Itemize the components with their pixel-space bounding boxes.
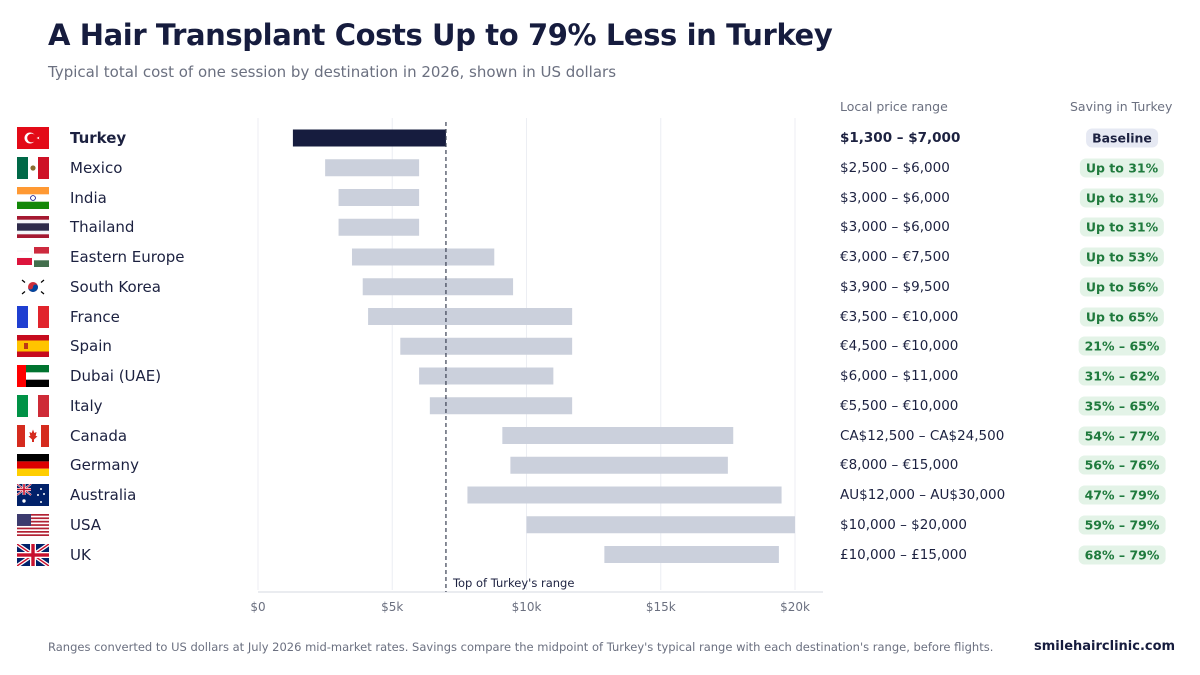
country-label-italy: Italy	[70, 396, 103, 415]
range-bar	[429, 397, 573, 415]
saving-badge-usa: 59% – 79%	[1078, 515, 1166, 535]
country-label-turkey: Turkey	[70, 129, 127, 147]
saving-badge-mexico: Up to 31%	[1079, 158, 1165, 178]
local-range-usa: $10,000 – $20,000	[840, 516, 967, 533]
country-label-spain: Spain	[70, 337, 112, 356]
x-tick-label: $10k	[512, 600, 542, 614]
flag-usa-icon	[17, 513, 49, 536]
saving-badge-south-korea: Up to 56%	[1079, 277, 1165, 297]
local-range-india: $3,000 – $6,000	[840, 189, 950, 206]
range-bar	[338, 218, 420, 236]
saving-header: Saving in Turkey	[1070, 99, 1173, 114]
flag-india-icon	[17, 186, 49, 209]
country-label-usa: USA	[70, 515, 102, 534]
flag-south-korea-icon	[17, 275, 49, 298]
saving-badge-spain: 21% – 65%	[1078, 336, 1166, 356]
range-bar	[419, 367, 554, 385]
flag-eastern-europe-icon	[17, 246, 49, 268]
saving-badge-turkey: Baseline	[1086, 128, 1158, 148]
saving-badge-uk: 68% – 79%	[1078, 545, 1166, 564]
country-label-australia: Australia	[70, 486, 137, 504]
range-bar	[510, 456, 728, 474]
saving-badge-thailand: Up to 31%	[1079, 217, 1165, 237]
range-bar	[338, 189, 420, 206]
saving-badge-canada: 54% – 77%	[1078, 426, 1166, 445]
flag-turkey-icon	[17, 127, 49, 149]
country-label-uk: UK	[70, 545, 91, 564]
country-label-germany: Germany	[70, 456, 139, 475]
country-label-mexico: Mexico	[70, 158, 123, 177]
local-range-france: €3,500 – €10,000	[840, 308, 959, 325]
country-label-france: France	[70, 307, 120, 326]
range-bar	[362, 278, 514, 296]
flag-germany-icon	[17, 454, 49, 477]
saving-badge-germany: 56% – 76%	[1078, 455, 1166, 475]
range-bar	[467, 486, 782, 504]
local-range-south-korea: $3,900 – $9,500	[840, 278, 950, 295]
local-range-australia: AU$12,000 – AU$30,000	[840, 487, 1006, 503]
reference-line-label: Top of Turkey's range	[452, 576, 574, 590]
country-label-dubai-uae: Dubai (UAE)	[70, 367, 162, 385]
saving-badge-france: Up to 65%	[1079, 307, 1165, 326]
saving-badge-australia: 47% – 79%	[1078, 485, 1166, 505]
saving-badge-eastern-europe: Up to 53%	[1079, 247, 1165, 267]
local-range-eastern-europe: €3,000 – €7,500	[840, 249, 950, 265]
local-range-germany: €8,000 – €15,000	[840, 457, 959, 474]
range-bar	[292, 129, 446, 147]
saving-badge-italy: 35% – 65%	[1078, 396, 1166, 416]
range-bar	[368, 308, 573, 325]
x-tick-label: $20k	[780, 600, 810, 614]
local-range-spain: €4,500 – €10,000	[840, 338, 959, 355]
range-bar	[400, 337, 573, 355]
page-subtitle: Typical total cost of one session by des…	[48, 63, 617, 81]
local-range-italy: €5,500 – €10,000	[840, 397, 959, 414]
local-range-header: Local price range	[840, 99, 948, 114]
local-range-uk: £10,000 – £15,000	[840, 546, 967, 563]
saving-badge-dubai-uae: 31% – 62%	[1078, 366, 1166, 386]
x-tick-label: $0	[250, 600, 265, 614]
x-tick-label: $15k	[646, 600, 676, 614]
flag-canada-icon	[17, 424, 49, 447]
country-label-south-korea: South Korea	[70, 277, 161, 296]
country-label-india: India	[70, 188, 107, 207]
local-range-canada: CA$12,500 – CA$24,500	[840, 427, 1005, 444]
footnote: Ranges converted to US dollars at July 2…	[48, 640, 994, 654]
flag-uk-icon	[17, 543, 49, 566]
flag-australia-icon	[17, 484, 49, 506]
range-bar	[351, 248, 495, 266]
country-label-eastern-europe: Eastern Europe	[70, 248, 185, 266]
saving-badge-india: Up to 31%	[1079, 188, 1165, 207]
country-label-thailand: Thailand	[70, 218, 135, 237]
local-range-mexico: $2,500 – $6,000	[840, 159, 950, 176]
range-bar	[502, 427, 734, 444]
range-bar	[325, 159, 420, 177]
flag-uae-icon	[17, 365, 49, 387]
flag-france-icon	[17, 305, 49, 328]
page-title: A Hair Transplant Costs Up to 79% Less i…	[48, 18, 833, 52]
brand-link[interactable]: smilehairclinic.com	[1034, 639, 1176, 654]
range-bar	[526, 516, 795, 534]
flag-italy-icon	[17, 394, 49, 417]
flag-mexico-icon	[17, 156, 49, 179]
country-label-canada: Canada	[70, 426, 128, 445]
x-tick-label: $5k	[381, 600, 403, 614]
flag-thailand-icon	[17, 216, 49, 239]
flag-spain-icon	[17, 335, 49, 358]
local-range-thailand: $3,000 – $6,000	[840, 219, 950, 236]
range-bar	[604, 546, 779, 563]
local-range-dubai-uae: $6,000 – $11,000	[840, 368, 959, 384]
local-range-turkey: $1,300 – $7,000	[840, 130, 961, 146]
